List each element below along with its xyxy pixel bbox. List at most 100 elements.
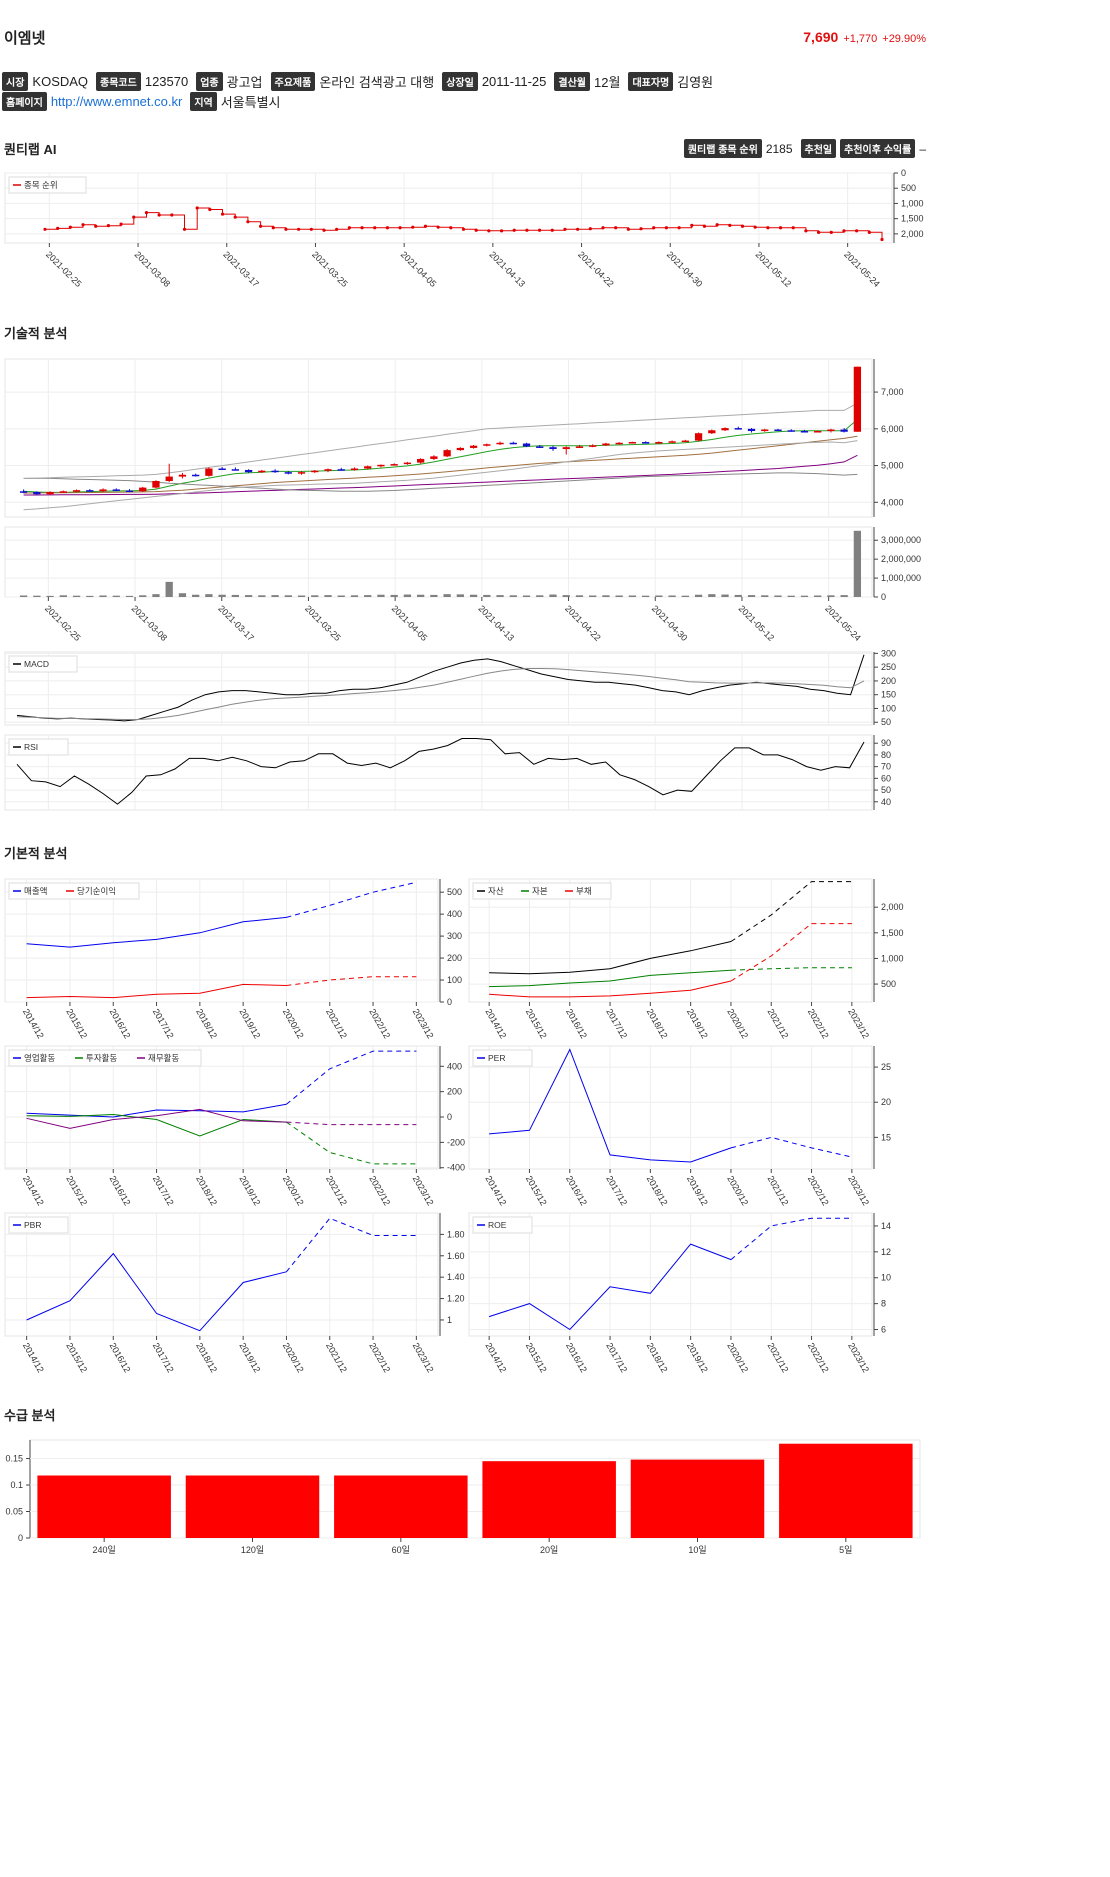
- x-tick-label: 2021-04-13: [476, 603, 516, 643]
- y-tick-label: 7,000: [881, 387, 904, 397]
- moving-average-line: [23, 402, 858, 479]
- volume-bar: [337, 595, 345, 597]
- candle-body: [33, 492, 41, 495]
- y-tick-label: 0: [881, 592, 886, 602]
- volume-bar: [708, 594, 716, 597]
- rsi-line: [16, 738, 865, 805]
- rank-point: [322, 228, 326, 232]
- volume-bar: [192, 594, 200, 597]
- y-tick-label: 500: [447, 887, 462, 897]
- plot-frame: [4, 172, 893, 244]
- x-tick-label: 2021-03-25: [310, 249, 350, 289]
- volume-bar: [72, 595, 81, 597]
- legend-label: 당기순이익: [77, 886, 116, 896]
- y-tick-label: 8: [881, 1299, 886, 1309]
- rank-point: [461, 227, 466, 231]
- x-tick-label: 120일: [241, 1545, 264, 1555]
- rank-point: [258, 224, 263, 228]
- x-tick-label: 2021-05-24: [823, 603, 863, 643]
- candle-body: [602, 443, 610, 446]
- volume-bar: [761, 595, 769, 597]
- y-tick-label: -400: [447, 1163, 465, 1173]
- x-tick-label: 2023/12: [411, 1007, 436, 1040]
- code-value: 123570: [144, 74, 189, 89]
- candle-body: [589, 445, 597, 447]
- cashflow-actual-line: [26, 1113, 287, 1137]
- y-tick-label: 1.60: [447, 1251, 465, 1261]
- balance-forecast-line: [730, 881, 852, 942]
- homepage-link[interactable]: http://www.emnet.co.kr: [50, 94, 183, 109]
- supply-bar: [779, 1443, 913, 1538]
- rank-point: [373, 226, 377, 230]
- volume-bar: [668, 595, 676, 597]
- listing-date-value: 2011-11-25: [481, 74, 547, 89]
- per-actual-line: [489, 1048, 732, 1163]
- candle-body: [456, 447, 464, 451]
- x-tick-label: 2015/12: [64, 1174, 89, 1207]
- volume-bar: [589, 595, 597, 597]
- legend-label: PER: [488, 1053, 505, 1063]
- y-tick-label: 0: [18, 1533, 23, 1543]
- x-tick-label: 2022/12: [367, 1174, 392, 1207]
- legend-box: [472, 1216, 533, 1234]
- y-tick-label: 70: [881, 762, 891, 772]
- rank-point: [626, 227, 630, 231]
- rank-point: [525, 228, 529, 232]
- legend-label: 투자활동: [86, 1053, 117, 1063]
- rank-point: [347, 226, 351, 230]
- ai-summary: 퀀티랩 종목 순위 2185 추천일 추천이후 수익률 –: [683, 139, 926, 158]
- x-tick-label: 2023/12: [411, 1341, 436, 1374]
- x-tick-label: 2016/12: [564, 1007, 589, 1040]
- y-tick-label: 15: [881, 1132, 891, 1142]
- homepage-tag: 홈페이지: [2, 92, 47, 111]
- y-tick-label: 500: [881, 979, 896, 989]
- price-change: +1,770: [843, 33, 878, 45]
- candle-body: [483, 444, 491, 446]
- x-tick-label: 2019/12: [685, 1341, 710, 1374]
- supply-bar: [37, 1475, 171, 1538]
- y-tick-label: 20: [881, 1097, 891, 1107]
- price-value: 7,690: [803, 29, 839, 45]
- candle-body: [496, 442, 504, 445]
- volume-bar: [139, 595, 147, 597]
- candle-body: [747, 428, 756, 432]
- rank-point: [804, 229, 808, 233]
- volume-bar: [522, 595, 531, 597]
- volume-bar: [483, 594, 491, 597]
- volume-bar: [562, 595, 570, 597]
- candle-body: [417, 458, 425, 463]
- volume-bar: [178, 593, 187, 597]
- rank-point: [182, 227, 187, 231]
- candle-body: [337, 469, 345, 471]
- x-tick-label: 2015/12: [524, 1007, 549, 1040]
- y-tick-label: 1.40: [447, 1272, 465, 1282]
- volume-bar: [469, 594, 478, 597]
- x-tick-label: 2020/12: [725, 1007, 750, 1040]
- rank-point: [335, 227, 339, 231]
- rank-point: [170, 213, 174, 217]
- y-tick-label: 2,000: [881, 902, 904, 912]
- rec-return-tag: 추천이후 수익률: [840, 139, 916, 158]
- candle-body: [655, 442, 663, 444]
- y-tick-label: 0.05: [5, 1507, 23, 1517]
- plot-frame: [4, 526, 873, 598]
- candle-body: [72, 490, 81, 492]
- fundamental-section-title: 기본적 분석: [4, 846, 68, 861]
- y-tick-label: 50: [881, 785, 891, 795]
- volume-bar: [641, 595, 650, 597]
- rank-point: [677, 226, 681, 230]
- y-tick-label: 80: [881, 750, 891, 760]
- candle-body: [628, 442, 637, 444]
- x-tick-label: 2014/12: [21, 1007, 46, 1040]
- rank-point: [68, 225, 72, 229]
- x-tick-label: 2018/12: [194, 1341, 219, 1374]
- legend-label: PBR: [24, 1220, 41, 1230]
- candle-body: [231, 469, 240, 471]
- rank-value: 2185: [765, 141, 793, 156]
- product-value: 온라인 검색광고 대행: [319, 75, 435, 90]
- x-tick-label: 2018/12: [645, 1341, 670, 1374]
- ai-section-title: 퀀티랩 AI: [4, 142, 57, 157]
- y-tick-label: 400: [447, 1061, 462, 1071]
- y-tick-label: 300: [881, 648, 896, 658]
- x-tick-label: 2014/12: [483, 1174, 508, 1207]
